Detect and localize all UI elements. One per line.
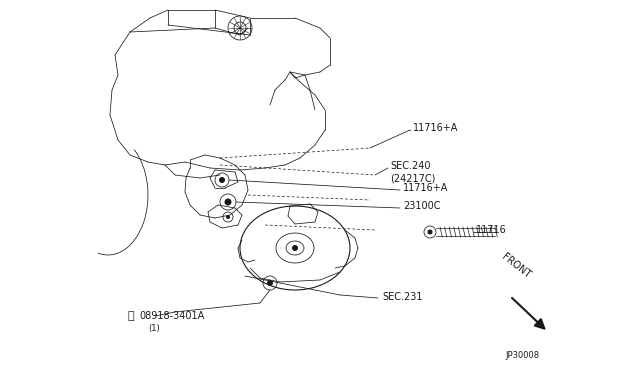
Text: SEC.231: SEC.231: [382, 292, 422, 302]
Text: 23100C: 23100C: [403, 201, 440, 211]
Text: 08918-3401A: 08918-3401A: [139, 311, 204, 321]
Text: ⓝ: ⓝ: [128, 311, 134, 321]
Text: 11716: 11716: [476, 225, 507, 235]
Text: JP30008: JP30008: [505, 350, 539, 359]
Circle shape: [219, 177, 225, 183]
Text: SEC.240: SEC.240: [390, 161, 431, 171]
Text: (24217C): (24217C): [390, 173, 435, 183]
Text: 11716+A: 11716+A: [403, 183, 449, 193]
Text: FRONT: FRONT: [500, 251, 532, 280]
Circle shape: [225, 199, 232, 205]
Circle shape: [428, 230, 433, 234]
Text: 11716+A: 11716+A: [413, 123, 458, 133]
Text: (1): (1): [148, 324, 160, 333]
Circle shape: [267, 280, 273, 286]
Circle shape: [292, 245, 298, 251]
Circle shape: [226, 215, 230, 219]
